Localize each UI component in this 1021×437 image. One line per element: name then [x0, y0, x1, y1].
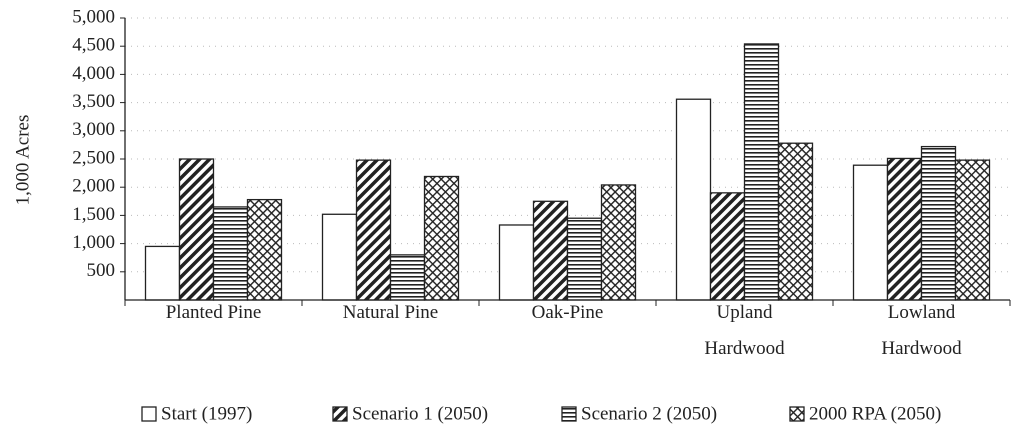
x-tick-label-line: Planted Pine: [166, 302, 262, 323]
y-tick-label: 5,000: [72, 6, 115, 27]
bar: [852, 164, 889, 301]
bar: [709, 192, 746, 301]
bar: [423, 175, 460, 301]
bar: [355, 159, 392, 301]
bar: [566, 217, 603, 301]
bar: [246, 198, 283, 301]
x-tick-label: Planted Pine: [166, 302, 262, 323]
x-tick-label-line: Hardwood: [704, 338, 785, 359]
x-tick-label-line: Oak-Pine: [532, 302, 604, 323]
legend-swatch: [141, 406, 157, 422]
x-tick-label: Oak-Pine: [532, 302, 604, 323]
bar: [675, 98, 712, 301]
bar: [532, 200, 569, 301]
bar: [178, 158, 215, 301]
y-tick-label: 1,000: [72, 232, 115, 253]
legend-swatch: [561, 406, 577, 422]
bar: [212, 206, 249, 301]
bar: [321, 213, 358, 301]
y-tick-label: 2,500: [72, 147, 115, 168]
y-axis-label: 1,000 Acres: [12, 115, 33, 206]
legend-swatch: [332, 406, 348, 422]
bar: [144, 245, 181, 301]
legend-label: Scenario 2 (2050): [581, 403, 717, 424]
bar: [777, 142, 814, 301]
legend-swatch: [789, 406, 805, 422]
y-tick-label: 4,000: [72, 63, 115, 84]
bar: [498, 224, 535, 301]
x-tick-label-line: Hardwood: [881, 338, 962, 359]
bar: [886, 157, 923, 301]
legend-label: Start (1997): [161, 403, 252, 424]
y-tick-label: 4,500: [72, 35, 115, 56]
bar: [600, 184, 637, 301]
y-tick-label: 3,000: [72, 119, 115, 140]
y-tick-label: 2,000: [72, 176, 115, 197]
bar: [954, 159, 991, 301]
legend-label: 2000 RPA (2050): [809, 403, 941, 424]
x-tick-label-line: Natural Pine: [343, 302, 439, 323]
x-tick-label: Upland Hardwood: [704, 302, 785, 359]
bar: [389, 254, 426, 301]
y-tick-label: 1,500: [72, 204, 115, 225]
bar: [920, 145, 957, 301]
bar: [743, 43, 780, 301]
x-tick-label-line: Upland: [717, 302, 773, 323]
x-tick-label: Natural Pine: [343, 302, 439, 323]
legend-label: Scenario 1 (2050): [352, 403, 488, 424]
x-tick-label-line: Lowland: [888, 302, 956, 323]
y-tick-label: 500: [87, 260, 116, 281]
y-tick-label: 3,500: [72, 91, 115, 112]
x-tick-label: Lowland Hardwood: [881, 302, 962, 359]
